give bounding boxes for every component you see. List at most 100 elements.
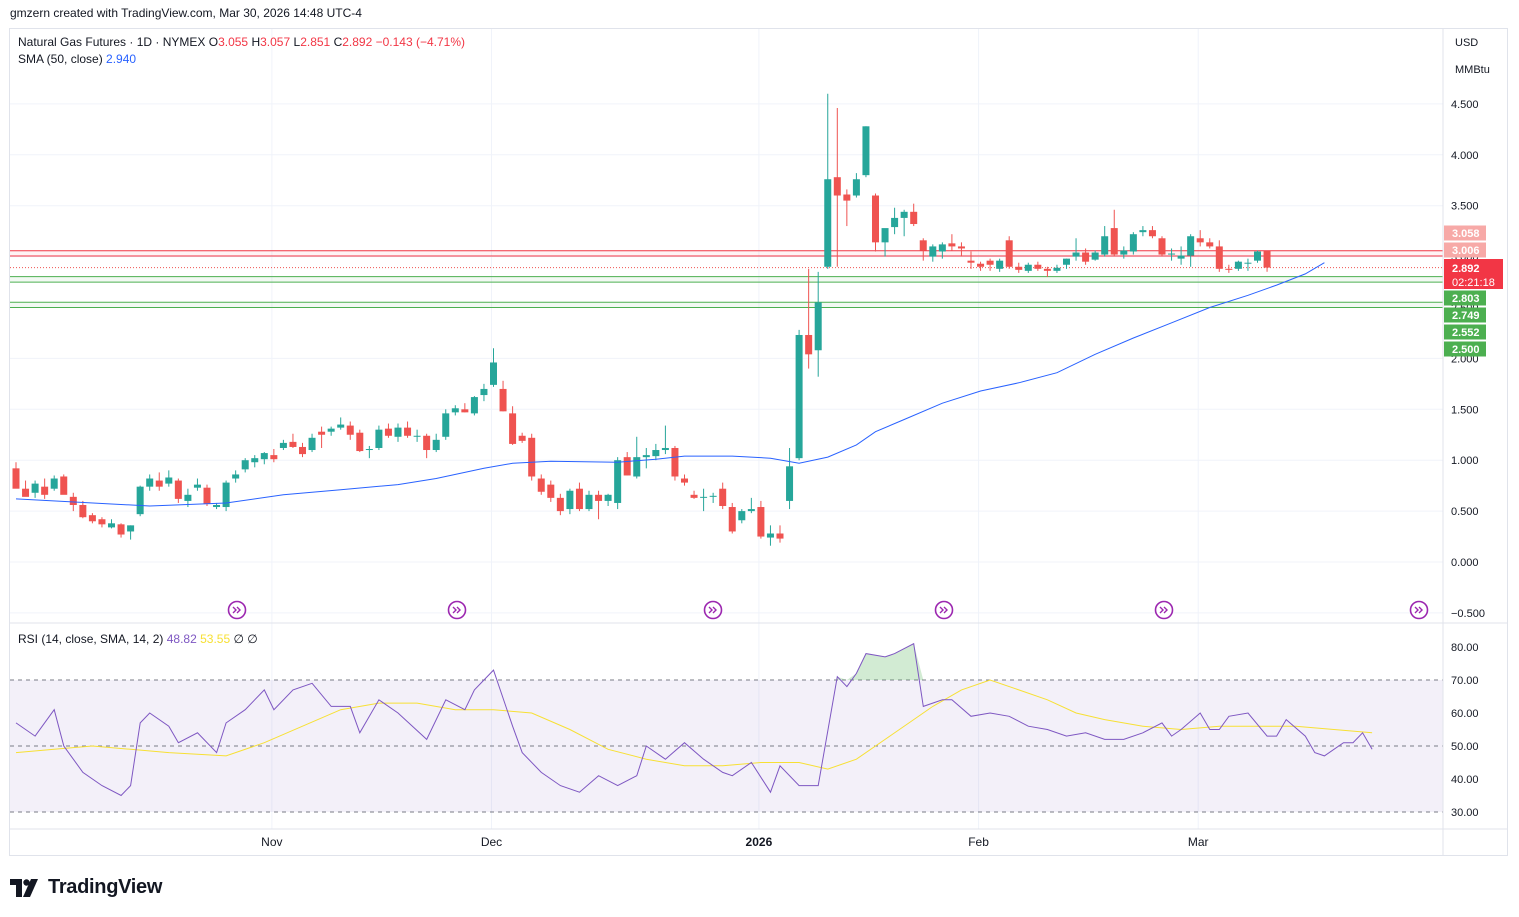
- candle: [661, 425, 669, 455]
- candle: [1215, 240, 1223, 272]
- candle: [1034, 261, 1042, 271]
- candle-body: [824, 179, 832, 267]
- change-value: −0.143 (−4.71%): [375, 35, 466, 49]
- candle: [528, 433, 536, 481]
- candle-body: [1063, 258, 1070, 265]
- candle-body: [910, 211, 918, 225]
- candle: [891, 207, 899, 235]
- candle-body: [470, 397, 478, 414]
- event-marker-arrows: [452, 606, 461, 614]
- candle: [786, 447, 794, 510]
- support-badge-1: 2.803: [1444, 290, 1486, 306]
- candle-body: [165, 477, 173, 484]
- candle-body: [375, 429, 383, 448]
- candle-body: [241, 460, 249, 470]
- rsi-tick-label: 60.00: [1451, 708, 1479, 720]
- price-tick-label: −0.500: [1451, 608, 1485, 620]
- rsi-pane: [10, 642, 1443, 813]
- price-badges: 3.058 3.006 2.892 02:21:18 2.803 2.749 2.552 2.…: [1444, 225, 1503, 357]
- candle-body: [967, 260, 975, 263]
- high-label: H: [251, 35, 261, 49]
- low-label: L: [293, 35, 301, 49]
- candle: [41, 478, 49, 499]
- candle-body: [661, 447, 669, 451]
- sma-legend[interactable]: SMA (50, close) 2.940: [18, 52, 136, 66]
- event-marker-arrows: [1159, 606, 1168, 614]
- event-marker-icon: [1154, 600, 1174, 620]
- candle-body: [222, 482, 230, 508]
- candle: [1148, 226, 1156, 239]
- candle-body: [1196, 238, 1204, 243]
- candle-body: [356, 432, 364, 452]
- candle-body: [299, 446, 306, 455]
- resistance-badge-1-text: 3.058: [1452, 228, 1480, 240]
- main-legend[interactable]: Natural Gas Futures · 1D · NYMEX O3.055 …: [18, 35, 465, 49]
- close-value: 2.892: [342, 35, 373, 49]
- event-marker-circle: [447, 600, 467, 620]
- high-value: 3.057: [260, 35, 291, 49]
- low-value: 2.851: [300, 35, 331, 49]
- price-tick-label: 3.500: [1451, 201, 1479, 213]
- candle: [728, 502, 736, 534]
- rsi-sma-line: [15, 679, 1373, 770]
- rsi-tick-label: 80.00: [1451, 642, 1479, 654]
- support-badge-4-bg: [1444, 341, 1486, 357]
- candle: [432, 433, 440, 453]
- candle: [1206, 238, 1214, 249]
- candle: [757, 500, 765, 539]
- candle-body: [671, 447, 679, 477]
- rsi-legend[interactable]: RSI (14, close, SMA, 14, 2) 48.82 53.55 …: [18, 632, 258, 646]
- candle-body: [719, 488, 727, 507]
- rsi-tick-label: 50.00: [1451, 741, 1479, 753]
- rsi-sma-value: 53.55: [200, 632, 231, 646]
- candle: [184, 488, 192, 508]
- candle-body: [1177, 255, 1185, 259]
- candle-body: [327, 428, 335, 432]
- candle-body: [537, 478, 545, 492]
- candle-body: [318, 431, 326, 435]
- candle-body: [996, 260, 1004, 269]
- candle: [1091, 250, 1099, 261]
- price-tick-label: 0.000: [1451, 557, 1479, 569]
- candle-body: [1034, 264, 1042, 269]
- candle: [1158, 236, 1166, 257]
- candle: [127, 525, 135, 540]
- tradingview-logo[interactable]: TradingView: [10, 876, 162, 899]
- event-marker-icon: [447, 600, 467, 620]
- candle: [843, 189, 851, 227]
- candle-body: [174, 480, 182, 499]
- candle-body: [795, 334, 803, 459]
- currency-label[interactable]: USD: [1455, 37, 1479, 49]
- candle: [652, 443, 660, 461]
- candle-body: [1263, 251, 1271, 268]
- time-tick-label: Feb: [968, 835, 989, 849]
- rsi-empty-1: ∅: [233, 632, 244, 646]
- price-levels: [10, 250, 1443, 308]
- candle-body: [728, 507, 736, 532]
- candle-body: [12, 468, 20, 489]
- candle-body: [270, 455, 278, 460]
- candle: [222, 480, 230, 512]
- candle-body: [279, 442, 287, 448]
- candle-body: [260, 453, 268, 460]
- event-marker-icon: [1409, 600, 1429, 620]
- candle-body: [1053, 267, 1061, 271]
- candle-body: [852, 179, 860, 196]
- candle: [394, 423, 402, 442]
- candle: [862, 126, 870, 178]
- candle-body: [1225, 268, 1233, 270]
- candle-body: [337, 424, 345, 428]
- time-tick-label: 2026: [746, 835, 773, 849]
- candle: [270, 449, 278, 463]
- candle: [919, 238, 927, 261]
- candle: [1177, 246, 1185, 265]
- candle: [1072, 238, 1080, 261]
- candle: [872, 193, 879, 252]
- candle-body: [146, 478, 154, 487]
- candle-body: [346, 425, 354, 435]
- candle: [518, 432, 526, 443]
- candle-body: [575, 488, 583, 510]
- candle: [279, 439, 287, 451]
- unit-label[interactable]: MMBtu: [1455, 64, 1490, 76]
